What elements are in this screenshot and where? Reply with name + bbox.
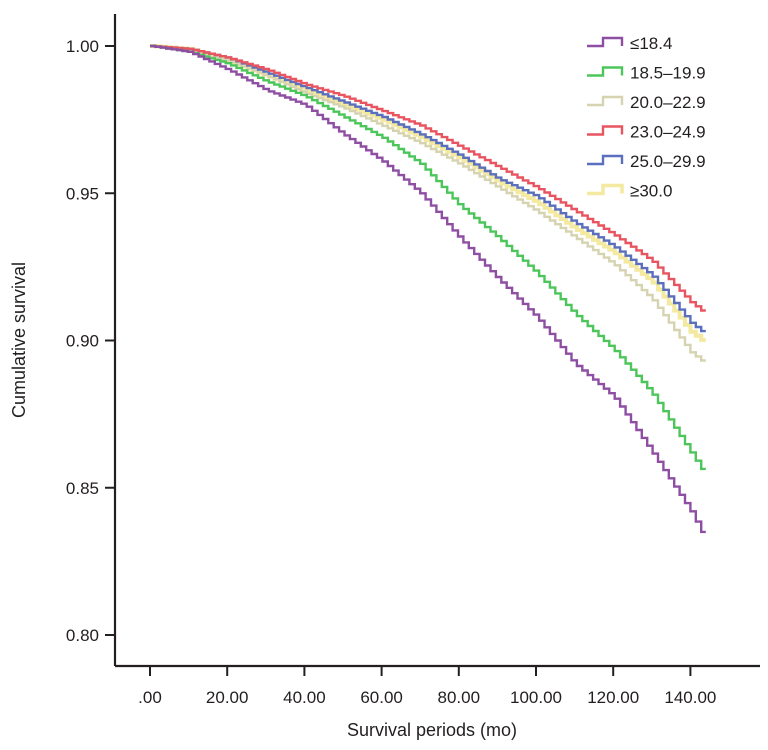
x-tick-label: 60.00 xyxy=(360,688,403,707)
x-tick-label: 140.00 xyxy=(664,688,716,707)
survival-curve xyxy=(150,44,706,534)
legend-label: ≤18.4 xyxy=(630,34,672,53)
survival-curves xyxy=(150,44,706,534)
survival-curve xyxy=(150,44,706,362)
legend-label: 25.0–29.9 xyxy=(630,152,706,171)
legend-item: 23.0–24.9 xyxy=(587,123,706,142)
y-ticks: 0.80 0.85 0.90 0.95 1.00 xyxy=(66,37,115,645)
y-tick-label: 0.85 xyxy=(66,479,99,498)
y-tick-label: 0.90 xyxy=(66,332,99,351)
legend-item: 18.5–19.9 xyxy=(587,64,706,83)
legend-item: 20.0–22.9 xyxy=(587,93,706,112)
legend-label: ≥30.0 xyxy=(630,182,672,201)
x-tick-label: 40.00 xyxy=(283,688,326,707)
legend-swatch xyxy=(587,154,624,166)
y-tick-label: 0.95 xyxy=(66,184,99,203)
legend-swatch xyxy=(587,125,624,136)
legend-swatch xyxy=(587,95,624,107)
legend-label: 23.0–24.9 xyxy=(630,123,706,142)
legend-swatch xyxy=(587,36,624,48)
legend-item: ≥30.0 xyxy=(587,182,672,201)
x-axis-title: Survival periods (mo) xyxy=(347,720,517,740)
legend-label: 20.0–22.9 xyxy=(630,93,706,112)
x-tick-label: .00 xyxy=(138,688,162,707)
x-tick-label: 100.00 xyxy=(510,688,562,707)
y-tick-label: 1.00 xyxy=(66,37,99,56)
legend-item: 25.0–29.9 xyxy=(587,152,706,171)
survival-curve xyxy=(150,44,706,312)
legend-swatch xyxy=(587,66,624,77)
x-tick-label: 80.00 xyxy=(438,688,481,707)
legend-item: ≤18.4 xyxy=(587,34,672,53)
x-tick-label: 20.00 xyxy=(206,688,249,707)
y-axis-title: Cumulative survival xyxy=(9,262,29,418)
x-tick-label: 120.00 xyxy=(587,688,639,707)
legend-swatch xyxy=(587,183,624,196)
legend-label: 18.5–19.9 xyxy=(630,64,706,83)
x-ticks: .00 20.00 40.00 60.00 80.00 100.00 120.00 140.0… xyxy=(138,666,716,707)
survival-curve xyxy=(150,44,706,471)
axes: 0.80 0.85 0.90 0.95 1.00 .00 20.00 40.00 60.00 8… xyxy=(66,14,760,707)
legend: ≤18.4 18.5–19.9 20.0–22.9 23.0–24.9 25.0–29.… xyxy=(587,34,706,201)
y-tick-label: 0.80 xyxy=(66,626,99,645)
